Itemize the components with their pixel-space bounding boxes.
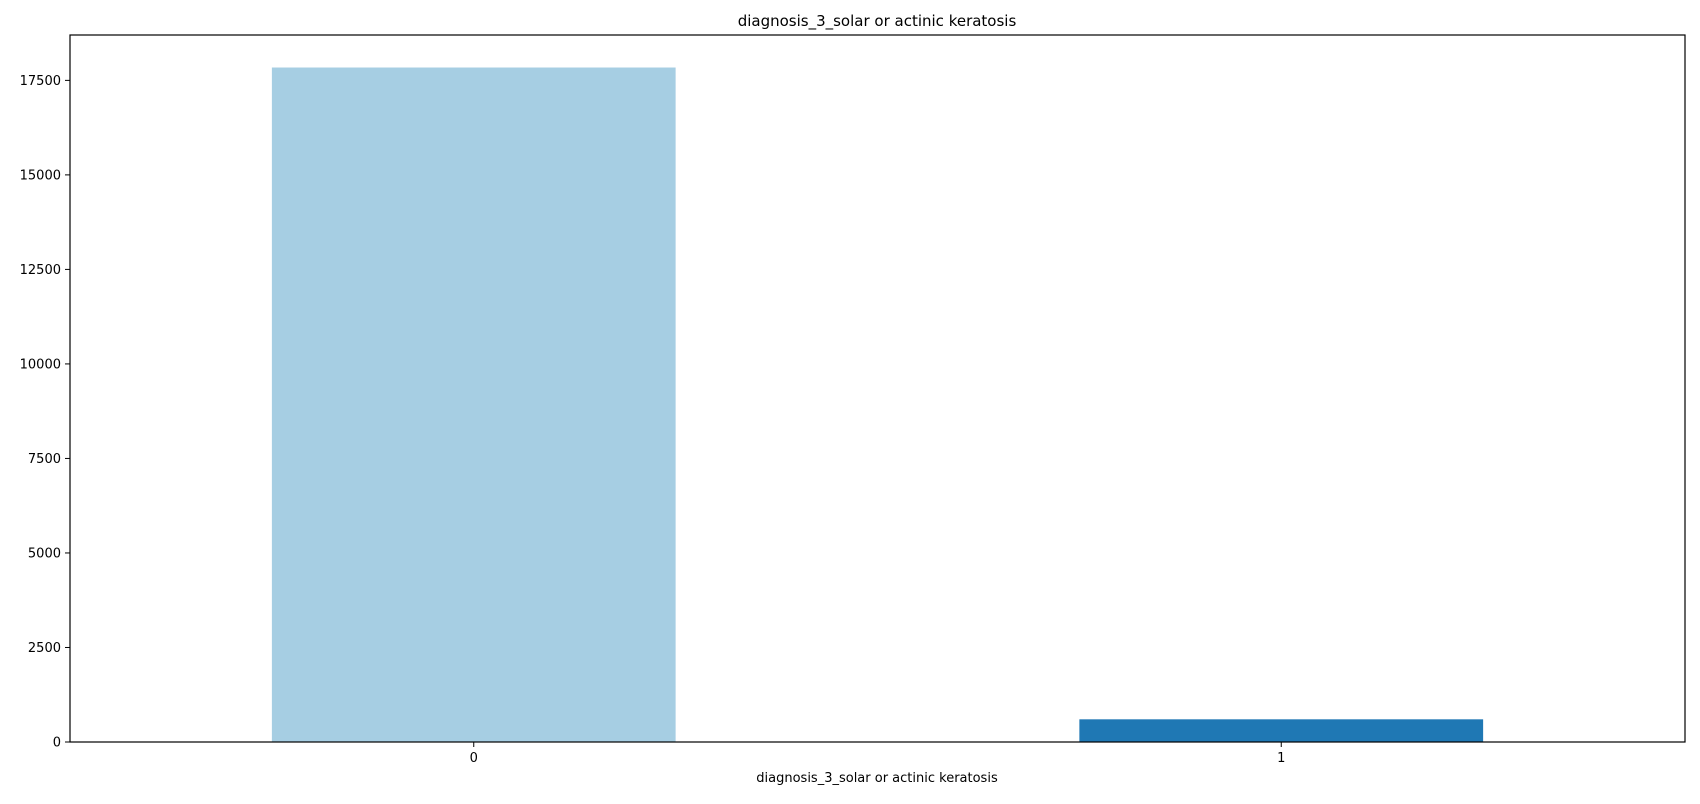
y-tick-label: 2500 [28,641,61,656]
bar-1 [1079,719,1484,742]
x-axis-label: diagnosis_3_solar or actinic keratosis [756,771,998,786]
y-tick-label: 5000 [28,546,61,561]
y-tick-label: 10000 [20,357,61,372]
bar-0 [271,67,676,743]
x-tick-label: 1 [1277,751,1285,766]
x-tick-label: 0 [470,751,478,766]
y-tick-label: 0 [53,736,61,751]
y-axis: 0 2500 5000 7500 10000 12500 15000 17500 [20,74,70,751]
bars-layer [271,67,1484,743]
chart-title: diagnosis_3_solar or actinic keratosis [738,12,1017,31]
plot-frame [69,34,1686,743]
y-tick-label: 12500 [20,263,61,278]
y-tick-label: 15000 [20,168,61,183]
y-tick-label: 17500 [20,74,61,89]
y-tick-label: 7500 [28,452,61,467]
